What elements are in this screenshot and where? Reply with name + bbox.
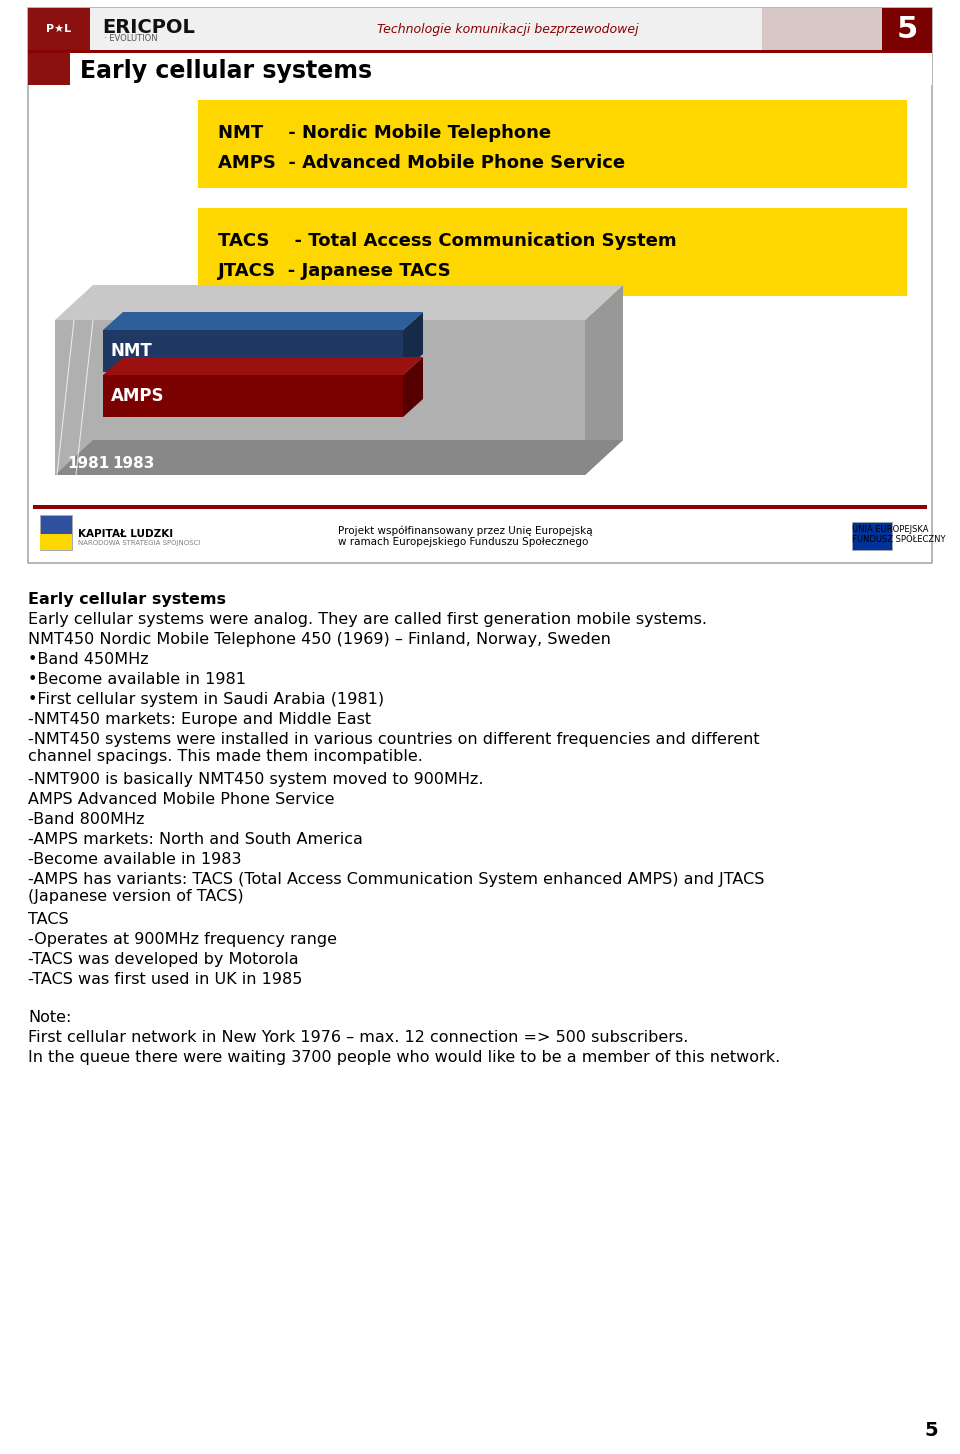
Text: -NMT450 markets: Europe and Middle East: -NMT450 markets: Europe and Middle East [28,712,372,727]
Text: Technologie komunikacji bezprzewodowej: Technologie komunikacji bezprzewodowej [377,23,638,36]
Text: -Operates at 900MHz frequency range: -Operates at 900MHz frequency range [28,932,337,947]
Text: NMT    - Nordic Mobile Telephone: NMT - Nordic Mobile Telephone [218,124,551,142]
Polygon shape [403,358,423,417]
Text: · EVOLUTION: · EVOLUTION [104,33,157,44]
Bar [762,9,882,49]
Text: -Band 800MHz: -Band 800MHz [28,811,145,827]
Bar [33,505,927,509]
Bar [28,9,932,563]
Bar [28,9,932,49]
Bar [28,52,70,84]
Polygon shape [103,330,403,372]
Text: Early cellular systems: Early cellular systems [28,592,226,606]
Text: ERICPOL: ERICPOL [102,17,195,36]
Text: 1981: 1981 [67,455,109,471]
Text: -NMT450 systems were installed in various countries on different frequencies and: -NMT450 systems were installed in variou… [28,731,759,765]
Bar [852,522,892,550]
Text: NARODOWA STRATEGIA SPÓJNOŚCI: NARODOWA STRATEGIA SPÓJNOŚCI [78,539,201,547]
Text: Early cellular systems: Early cellular systems [80,60,372,83]
Bar [198,100,907,188]
Text: -AMPS markets: North and South America: -AMPS markets: North and South America [28,832,363,848]
Text: TACS    - Total Access Communication System: TACS - Total Access Communication System [218,233,677,250]
Text: •Band 450MHz: •Band 450MHz [28,651,149,667]
Bar [28,9,90,49]
Polygon shape [103,375,403,417]
Text: AMPS: AMPS [111,387,164,406]
Polygon shape [103,358,423,375]
Text: NMT450 Nordic Mobile Telephone 450 (1969) – Finland, Norway, Sweden: NMT450 Nordic Mobile Telephone 450 (1969… [28,632,611,647]
Text: •First cellular system in Saudi Arabia (1981): •First cellular system in Saudi Arabia (… [28,692,384,707]
Text: JTACS  - Japanese TACS: JTACS - Japanese TACS [218,262,452,281]
Text: -AMPS has variants: TACS (Total Access Communication System enhanced AMPS) and J: -AMPS has variants: TACS (Total Access C… [28,872,764,904]
Text: •Become available in 1981: •Become available in 1981 [28,672,246,686]
Text: NMT: NMT [111,342,153,361]
Text: Projekt współfinansowany przez Unię Europejską
w ramach Europejskiego Funduszu S: Projekt współfinansowany przez Unię Euro… [338,525,592,547]
Text: -TACS was first used in UK in 1985: -TACS was first used in UK in 1985 [28,973,302,987]
Polygon shape [403,313,423,372]
Bar [882,9,932,49]
Bar [28,49,932,52]
Polygon shape [55,441,623,475]
Polygon shape [55,285,623,320]
Text: Note:: Note: [28,1011,71,1025]
Text: 5: 5 [897,15,918,44]
Polygon shape [585,285,623,475]
Text: In the queue there were waiting 3700 people who would like to be a member of thi: In the queue there were waiting 3700 peo… [28,1050,780,1064]
Text: 1983: 1983 [112,455,155,471]
Text: First cellular network in New York 1976 – max. 12 connection => 500 subscribers.: First cellular network in New York 1976 … [28,1029,688,1045]
Text: P★L: P★L [46,25,72,33]
Polygon shape [55,320,585,475]
Polygon shape [103,313,423,330]
Text: TACS: TACS [28,912,68,928]
Text: -Become available in 1983: -Become available in 1983 [28,852,242,867]
Bar [40,534,72,550]
Text: Early cellular systems were analog. They are called first generation mobile syst: Early cellular systems were analog. They… [28,612,707,627]
Bar [198,208,907,297]
Bar [28,52,932,84]
Text: AMPS  - Advanced Mobile Phone Service: AMPS - Advanced Mobile Phone Service [218,154,625,172]
Text: -NMT900 is basically NMT450 system moved to 900MHz.: -NMT900 is basically NMT450 system moved… [28,772,484,787]
Bar [40,515,72,550]
Text: -TACS was developed by Motorola: -TACS was developed by Motorola [28,952,299,967]
Text: AMPS Advanced Mobile Phone Service: AMPS Advanced Mobile Phone Service [28,792,334,807]
Text: UNIA EUROPEJSKA
FUNDUSZ SPOŁECZNY: UNIA EUROPEJSKA FUNDUSZ SPOŁECZNY [852,525,946,544]
Text: KAPITAŁ LUDZKI: KAPITAŁ LUDZKI [78,529,173,539]
Text: 5: 5 [924,1421,938,1439]
